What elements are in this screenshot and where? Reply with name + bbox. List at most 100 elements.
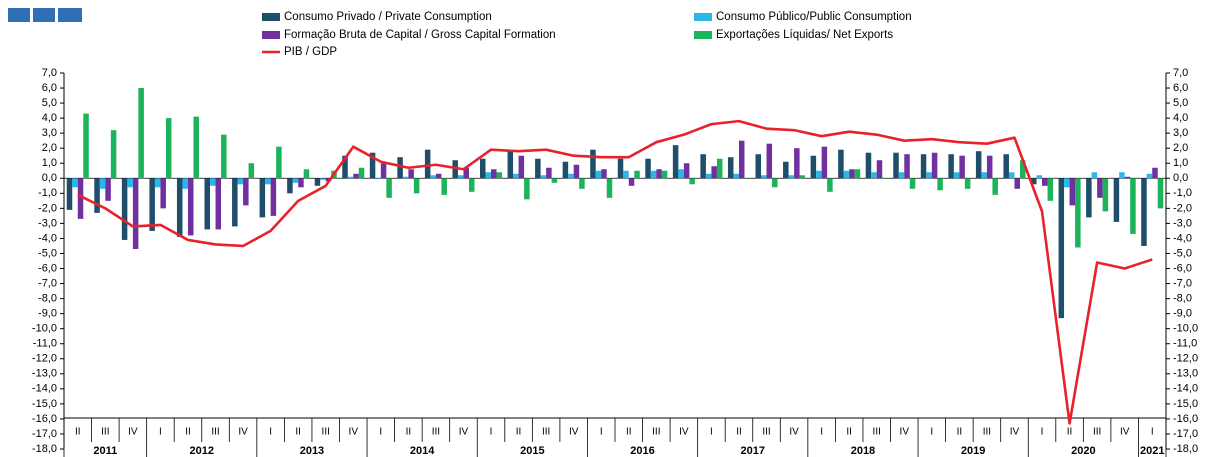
bar [132, 178, 139, 249]
y-tick-label: -3,0 [38, 217, 57, 229]
y-tick-label: -2,0 [38, 202, 57, 214]
bar [513, 173, 519, 179]
x-tick-label: III [542, 427, 550, 438]
year-label: 2020 [1071, 445, 1095, 457]
x-tick-label: III [211, 427, 219, 438]
bar [931, 152, 938, 179]
bar [77, 178, 84, 219]
x-tick-label: II [736, 427, 742, 438]
bar [854, 169, 861, 179]
bar [121, 178, 128, 240]
line [77, 119, 1153, 425]
x-tick-label: I [710, 427, 713, 438]
y2-tick-label: -4,0 [1173, 232, 1192, 244]
bar [810, 155, 817, 179]
y-tick-label: 0,0 [42, 172, 57, 184]
bar [992, 178, 998, 195]
bar [926, 172, 932, 179]
bar [986, 155, 993, 179]
bar [154, 178, 161, 188]
bar [551, 178, 558, 183]
bar [788, 175, 795, 179]
y2-tick-label: -14,0 [1173, 383, 1198, 395]
header-block [33, 8, 55, 22]
bar [127, 178, 133, 188]
bar [298, 178, 304, 188]
bar [413, 178, 420, 194]
bar [705, 173, 712, 179]
bar [727, 157, 734, 179]
y-tick-label: -10,0 [32, 323, 57, 335]
bar [187, 178, 194, 236]
bar [1014, 178, 1020, 189]
bar [689, 178, 695, 185]
x-tick-label: IV [238, 427, 248, 438]
bar [1036, 175, 1043, 179]
y2-tick-label: -13,0 [1173, 368, 1198, 380]
y2-tick-label: 0,0 [1173, 172, 1188, 184]
y-tick-label: -12,0 [32, 353, 57, 365]
x-tick-label: II [846, 427, 852, 438]
bar [507, 151, 514, 179]
bar [248, 163, 255, 179]
y2-tick-label: -17,0 [1173, 428, 1198, 440]
x-tick-label: IV [900, 427, 910, 438]
legend-swatch [262, 31, 280, 39]
bar [66, 178, 73, 210]
y-tick-label: -16,0 [32, 413, 57, 425]
bar [865, 152, 872, 179]
bar [1157, 178, 1164, 209]
y2-tick-label: -10,0 [1173, 323, 1198, 335]
bar [590, 149, 596, 179]
bar [468, 178, 475, 192]
y2-tick-label: 4,0 [1173, 112, 1188, 124]
header-block [58, 8, 82, 22]
bar [733, 173, 739, 179]
bar [937, 178, 943, 191]
bar [1097, 178, 1103, 198]
legend-swatch [694, 13, 712, 21]
bar [72, 178, 78, 188]
x-tick-label: III [322, 427, 330, 438]
bar [909, 178, 916, 189]
bar [83, 113, 89, 179]
x-tick-label: II [295, 427, 301, 438]
y2-tick-label: -3,0 [1173, 217, 1192, 229]
x-tick-label: IV [349, 427, 359, 438]
legend-label: Consumo Público/Public Consumption [716, 11, 912, 23]
y2-tick-label: 5,0 [1173, 97, 1188, 109]
bar [744, 178, 750, 179]
bar [981, 172, 987, 179]
y-tick-label: -11,0 [33, 338, 57, 350]
bar [491, 169, 497, 179]
bar [540, 175, 547, 179]
bar [617, 158, 624, 179]
y2-tick-label: -15,0 [1173, 398, 1198, 410]
x-tick-label: I [379, 427, 382, 438]
x-tick-label: III [983, 427, 991, 438]
bar [182, 178, 188, 189]
y2-tick-label: -7,0 [1173, 277, 1192, 289]
bar [292, 178, 299, 183]
x-tick-label: IV [679, 427, 689, 438]
bar [645, 158, 651, 179]
bar [1008, 172, 1015, 179]
bar [287, 178, 293, 194]
y-tick-label: -7,0 [38, 277, 57, 289]
bar [628, 178, 635, 186]
bar [303, 169, 310, 179]
y-tick-label: -4,0 [38, 232, 57, 244]
bar [661, 170, 668, 179]
bar [959, 155, 965, 179]
bar [1064, 178, 1070, 188]
bar [755, 154, 762, 179]
bar [871, 172, 877, 179]
bar [1058, 178, 1065, 319]
bar [524, 178, 530, 200]
bar [882, 178, 888, 179]
bar [535, 158, 541, 179]
year-label: 2013 [300, 445, 324, 457]
year-label: 2021 [1140, 445, 1164, 457]
bar [480, 158, 486, 179]
y2-tick-label: -1,0 [1173, 187, 1192, 199]
